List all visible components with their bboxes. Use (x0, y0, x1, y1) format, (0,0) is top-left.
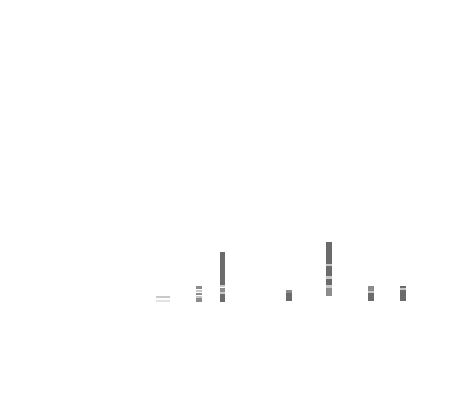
glyph-segment (326, 279, 332, 285)
glyph-stack-4 (286, 290, 292, 301)
glyph-segment (326, 242, 332, 264)
glyph-segment (220, 288, 225, 292)
glyph-segment (196, 296, 202, 298)
glyph-segment (196, 286, 202, 289)
glyph-segment (196, 298, 202, 302)
glyph-stack-7 (400, 286, 406, 301)
glyph-stack-6 (368, 286, 374, 301)
glyph-segment (326, 288, 332, 296)
glyph-segment (368, 291, 374, 293)
glyph-segment (368, 286, 374, 291)
glyph-segment (220, 294, 225, 302)
glyph-segment (286, 290, 292, 293)
glyph-segment (220, 292, 225, 294)
glyph-stack-2 (196, 286, 202, 302)
glyph-segment (326, 266, 332, 276)
glyph-segment (400, 288, 406, 290)
glyph-segment (400, 290, 406, 301)
glyph-segment (220, 252, 225, 285)
glyph-segment (326, 285, 332, 288)
glyph-segment (220, 285, 225, 287)
glyph-segment (156, 300, 170, 302)
glyph-segment (196, 290, 202, 292)
glyph-segment (400, 286, 406, 288)
glyph-segment (326, 276, 332, 279)
glyph-stack-3 (220, 252, 225, 302)
glyph-segment (156, 296, 170, 298)
glyph-segment (196, 293, 202, 295)
glyph-segment (286, 293, 292, 301)
glyph-segment (326, 264, 332, 266)
glyph-stack-1 (156, 296, 170, 302)
glyph-stack-5 (326, 242, 332, 296)
glyph-segment (368, 293, 374, 301)
